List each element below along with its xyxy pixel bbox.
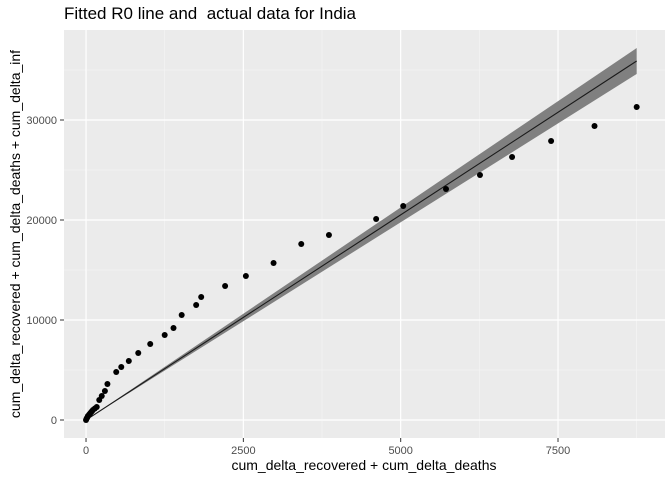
y-tick-label: 0 xyxy=(51,415,57,427)
data-point xyxy=(98,393,105,399)
data-point xyxy=(373,216,380,222)
confidence-band xyxy=(86,48,637,420)
data-point xyxy=(147,341,154,347)
x-tick-label: 0 xyxy=(83,445,89,457)
data-point xyxy=(591,123,598,129)
data-point xyxy=(101,388,108,394)
y-tick-label: 30000 xyxy=(26,115,57,127)
data-point xyxy=(198,294,205,300)
x-tick-label: 7500 xyxy=(546,445,570,457)
major-gridlines xyxy=(64,30,665,438)
data-point xyxy=(222,283,229,289)
data-point xyxy=(104,381,111,387)
data-point xyxy=(400,203,407,209)
x-axis-label: cum_delta_recovered + cum_delta_deaths xyxy=(231,457,496,473)
x-axis-ticks: 0 2500 5000 7500 xyxy=(83,438,570,457)
data-point xyxy=(298,241,305,247)
data-point xyxy=(325,232,332,238)
data-point xyxy=(125,358,132,364)
y-axis-label: cum_delta_recovered + cum_delta_deaths +… xyxy=(7,50,23,418)
chart-title: Fitted R0 line and actual data for India xyxy=(64,4,357,23)
data-point xyxy=(118,364,125,370)
minor-gridlines xyxy=(64,30,665,438)
data-point xyxy=(509,154,516,160)
data-point xyxy=(633,104,640,110)
data-point xyxy=(170,325,177,331)
data-point xyxy=(442,186,449,192)
y-tick-label: 20000 xyxy=(26,215,57,227)
data-point xyxy=(113,369,120,375)
data-point xyxy=(548,138,555,144)
data-point xyxy=(178,312,185,318)
data-points xyxy=(83,104,640,423)
data-point xyxy=(193,302,200,308)
data-point xyxy=(242,273,249,279)
data-point xyxy=(161,332,168,338)
x-tick-label: 2500 xyxy=(231,445,255,457)
fitted-line xyxy=(85,60,637,421)
data-point xyxy=(476,172,483,178)
y-axis-ticks: 0 10000 20000 30000 xyxy=(26,115,64,427)
y-tick-label: 10000 xyxy=(26,315,57,327)
data-point xyxy=(270,260,277,266)
data-point xyxy=(93,404,100,410)
data-point xyxy=(135,350,142,356)
x-tick-label: 5000 xyxy=(388,445,412,457)
